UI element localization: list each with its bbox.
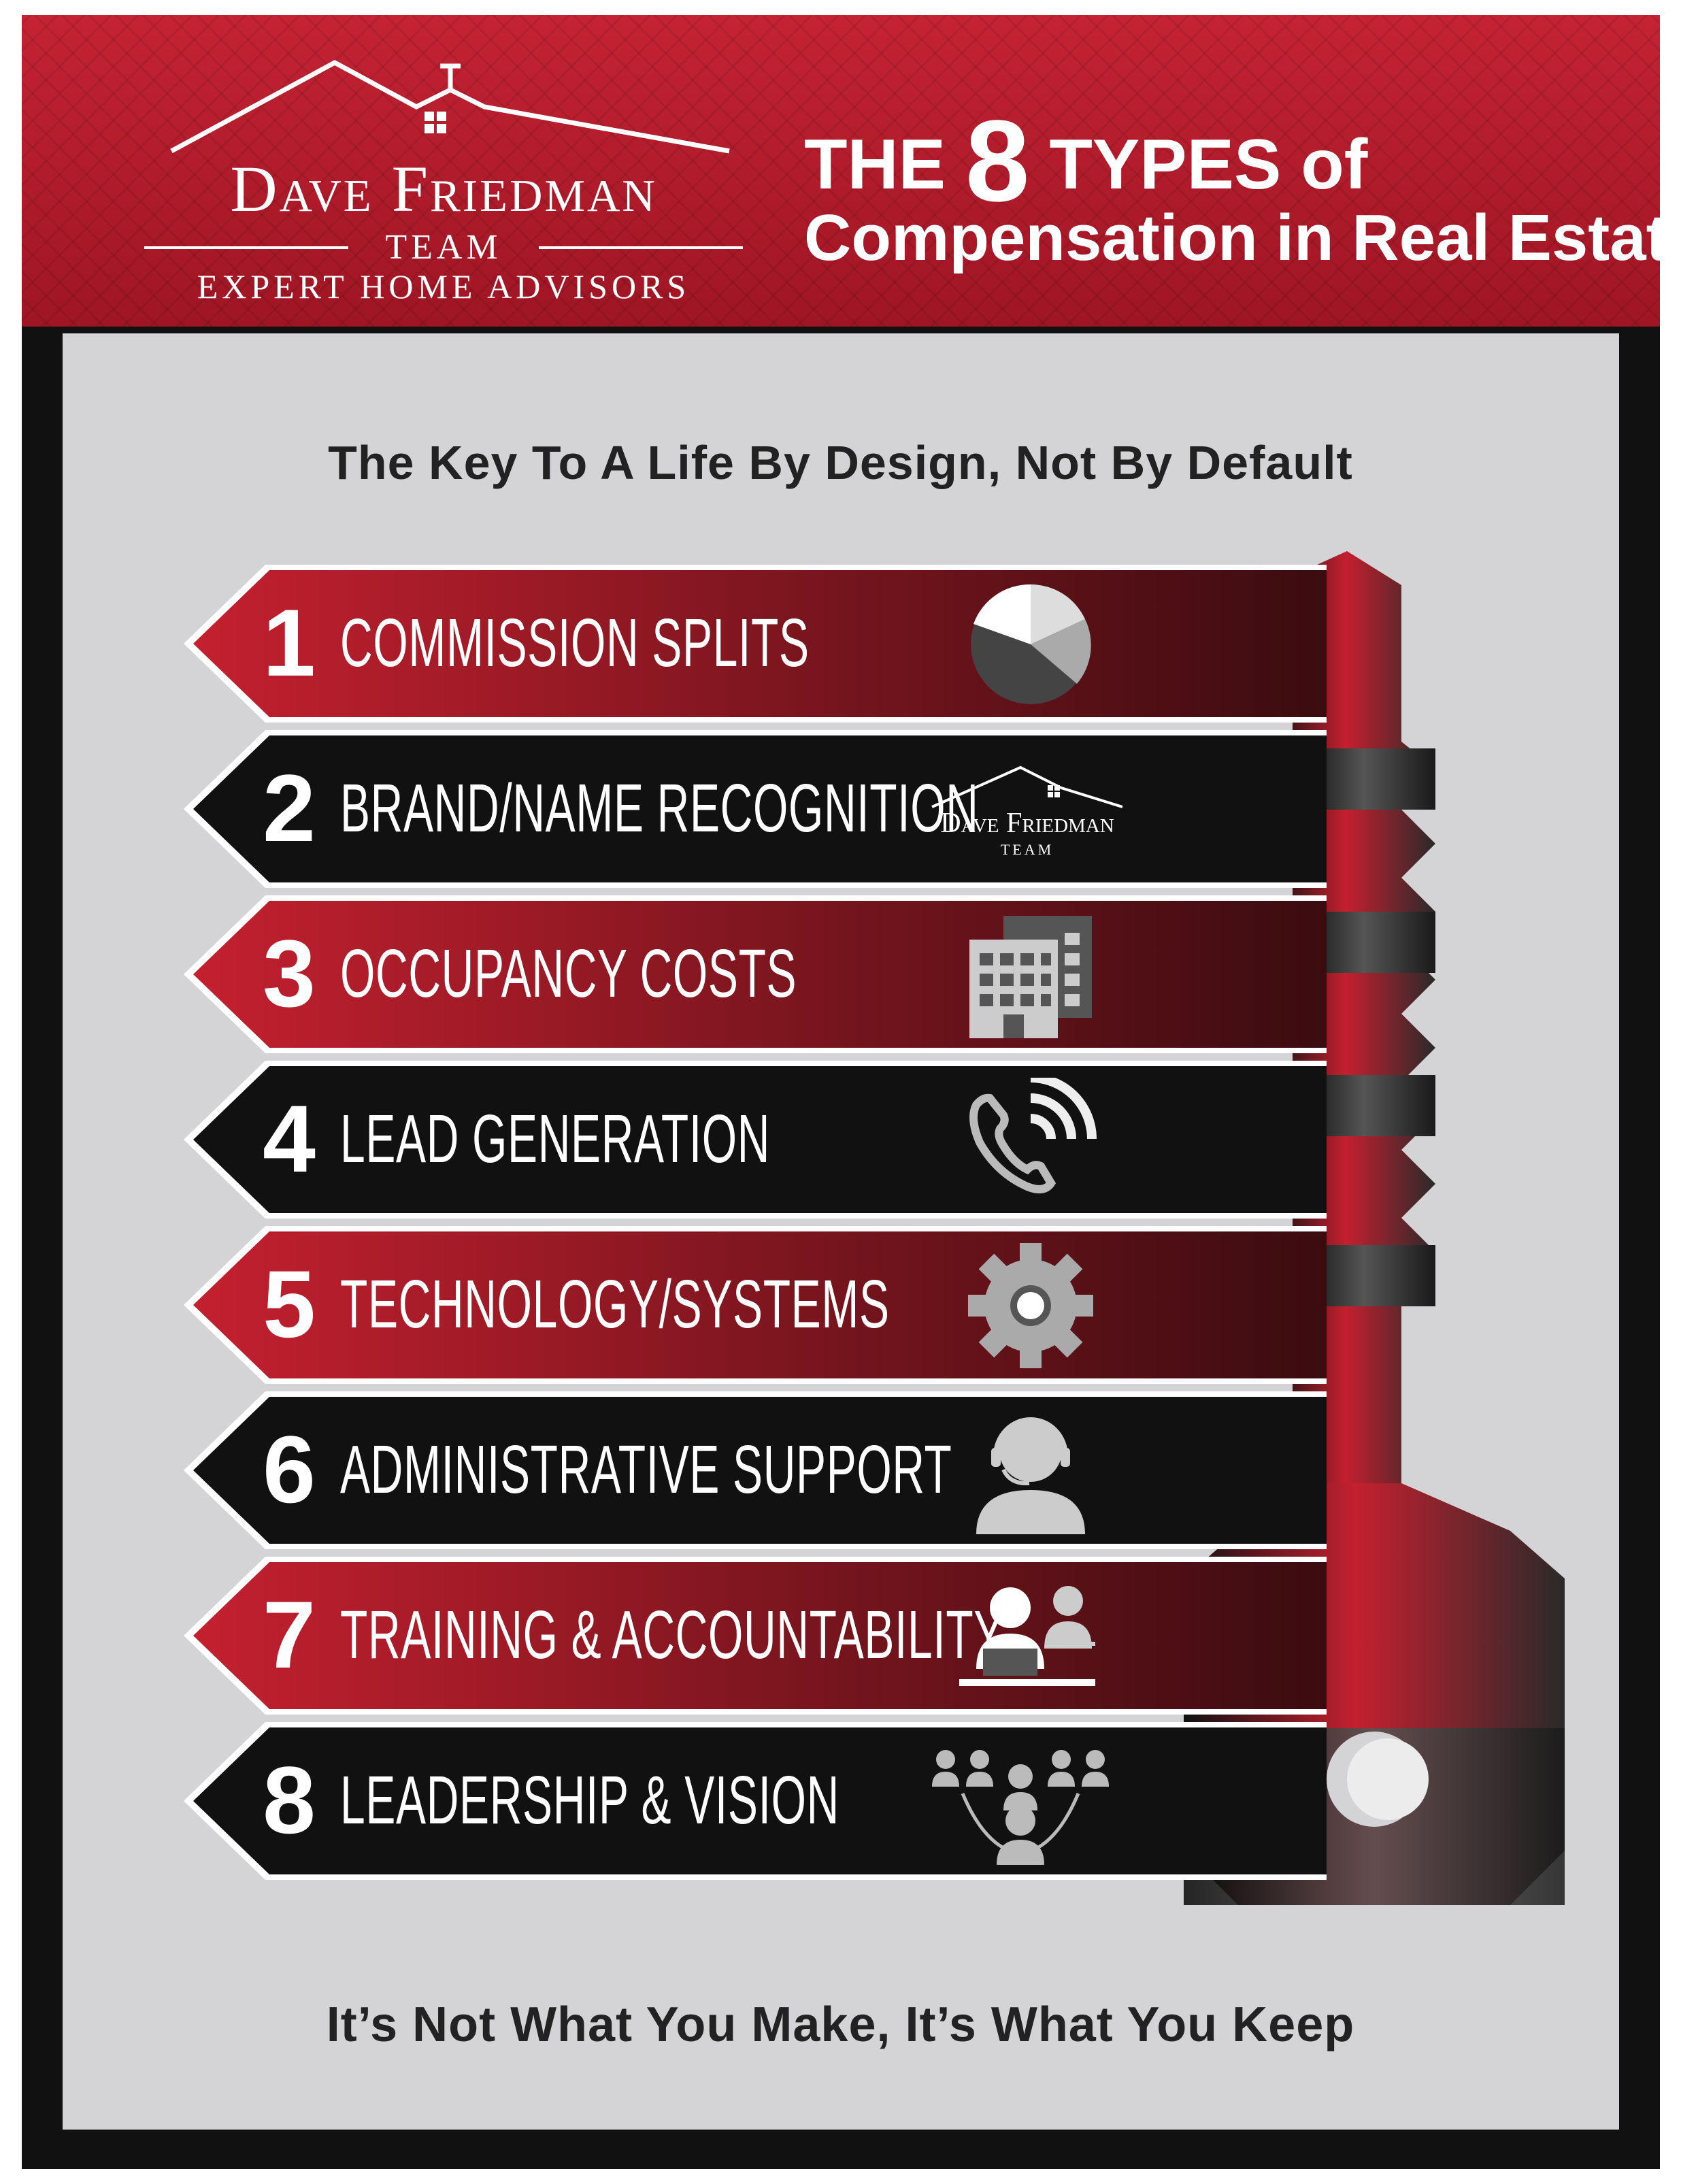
list-item-6: 6 ADMINISTRATIVE SUPPORT: [184, 1391, 1327, 1549]
list-item-3: 3 OCCUPANCY COSTS: [184, 895, 1327, 1053]
item-number: 3: [263, 920, 316, 1027]
pie-chart-icon: [971, 584, 1091, 704]
logo-team: TEAM: [385, 228, 502, 267]
house-roof-icon: [170, 60, 730, 154]
logo-name: Dave Friedman: [230, 152, 657, 225]
house-roof-icon: [931, 765, 1123, 808]
arrow-band: [184, 1722, 1327, 1880]
mini-logo-team: TEAM: [1000, 841, 1054, 858]
list-item-2: 2 BRAND/NAME RECOGNITION Dave Friedman T…: [184, 730, 1327, 888]
item-label: BRAND/NAME RECOGNITION: [340, 770, 979, 846]
item-label: OCCUPANCY COSTS: [340, 936, 797, 1012]
item-label: ADMINISTRATIVE SUPPORT: [340, 1432, 952, 1508]
gear-icon: [968, 1243, 1093, 1368]
brand-logo: Dave Friedman TEAM EXPERT HOME ADVISORS: [131, 49, 756, 314]
item-label: LEAD GENERATION: [340, 1101, 771, 1177]
header-banner: Dave Friedman TEAM EXPERT HOME ADVISORS …: [22, 15, 1681, 327]
item-label: COMMISSION SPLITS: [340, 605, 810, 681]
training-desk-icon: [959, 1586, 1095, 1686]
list-item-5: 5 TECHNOLOGY/SYSTEMS: [184, 1226, 1327, 1384]
arrow-band: [184, 730, 1327, 888]
brand-logo-icon: Dave Friedman TEAM: [905, 747, 1150, 873]
logo-divider-right: [539, 246, 743, 249]
item-label: LEADERSHIP & VISION: [340, 1762, 839, 1838]
title-suffix: TYPES of: [1049, 125, 1368, 204]
item-number: 8: [263, 1747, 316, 1853]
title-prefix: THE: [804, 125, 946, 204]
list-item-1: 1 COMMISSION SPLITS: [184, 565, 1327, 723]
item-number: 1: [263, 589, 316, 696]
list-item-7: 7 TRAINING & ACCOUNTABILITY: [184, 1557, 1327, 1715]
title-number: 8: [965, 97, 1030, 226]
list-item-8: 8 LEADERSHIP & VISION: [184, 1722, 1327, 1880]
subtitle: The Key To A Life By Design, Not By Defa…: [328, 436, 1353, 489]
headset-support-icon: [976, 1417, 1085, 1534]
mini-logo-name: Dave Friedman: [940, 808, 1114, 839]
list-item-4: 4 LEAD GENERATION: [184, 1061, 1327, 1219]
footer-tagline: It’s Not What You Make, It’s What You Ke…: [326, 1998, 1355, 2052]
item-label: TECHNOLOGY/SYSTEMS: [340, 1266, 890, 1342]
page-title-line2: Compensation in Real Estate: [804, 201, 1681, 274]
phone-ringing-icon: [969, 1078, 1097, 1193]
office-building-icon: [969, 916, 1092, 1038]
page-title-line1: THE 8 TYPES of: [804, 103, 1367, 219]
logo-tagline: EXPERT HOME ADVISORS: [197, 267, 690, 305]
item-number: 2: [263, 755, 316, 861]
logo-divider-left: [144, 246, 348, 249]
item-number: 4: [263, 1085, 316, 1192]
item-number: 7: [263, 1581, 316, 1688]
item-number: 6: [263, 1416, 316, 1523]
arrow-band: [184, 1557, 1327, 1715]
item-number: 5: [263, 1251, 316, 1357]
item-label: TRAINING & ACCOUNTABILITY: [340, 1597, 1005, 1673]
team-group-icon: [932, 1750, 1109, 1865]
